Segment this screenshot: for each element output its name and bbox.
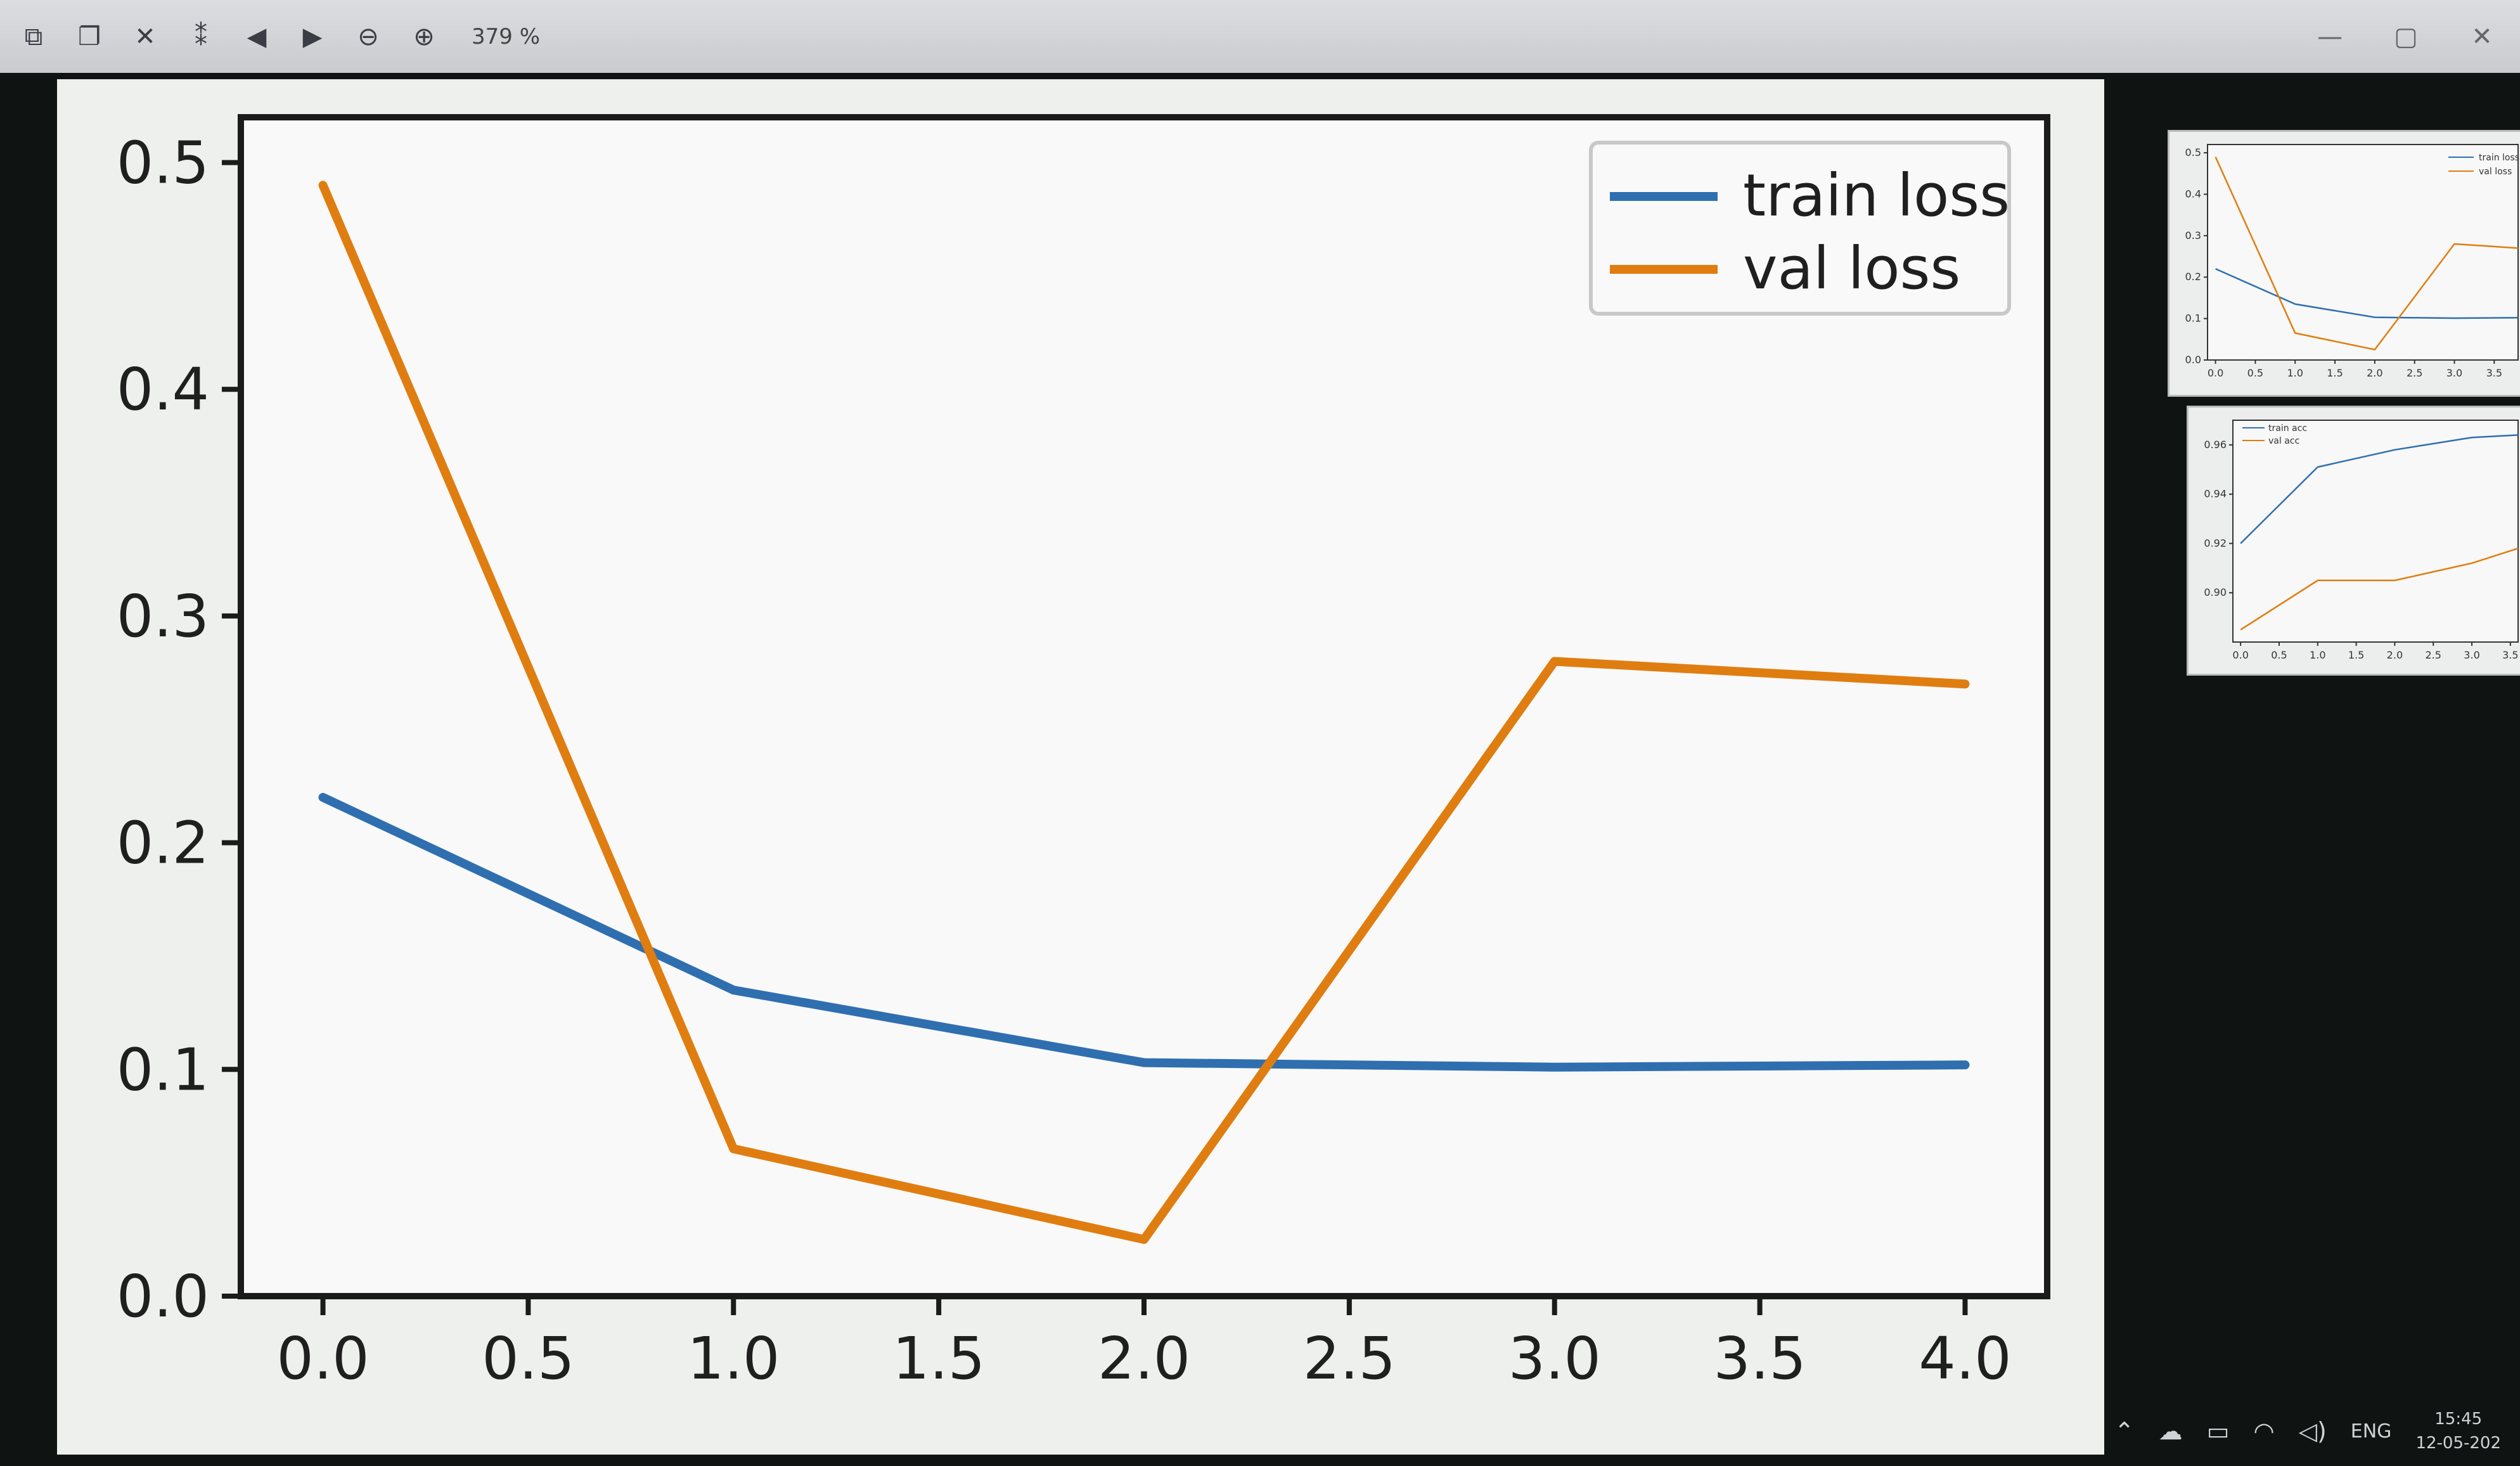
- thumb-x-tick-label: 0.0: [2208, 367, 2223, 379]
- thumb-y-tick-label: 0.90: [2204, 586, 2227, 598]
- language-indicator[interactable]: ENG: [2350, 1420, 2392, 1443]
- y-tick-label: 0.0: [117, 1263, 209, 1330]
- x-tick-label: 2.5: [1303, 1325, 1396, 1392]
- clock-date: 12-05-202: [2415, 1434, 2501, 1453]
- thumb-x-tick-label: 2.5: [2425, 649, 2441, 661]
- x-tick-label: 3.5: [1713, 1325, 1806, 1392]
- legend-label-val-loss: val loss: [1743, 235, 1960, 302]
- thumbnail-accuracy-plot: 0.0 0.5 1.0 1.5 2.0 2.5 3.0 3.5 0.90 0.92 0.94 0.96…: [2204, 420, 2519, 661]
- loss-chart-figure: 0.0 0.5 1.0 1.5 2.0 2.5 3.0 3.5 4.0 0.0 0.1 0.2 0.3 0…: [57, 79, 2104, 1455]
- series-line-train-loss: [318, 793, 1970, 1072]
- thumb-x-tick-label: 3.0: [2446, 367, 2462, 379]
- y-tick-label: 0.4: [117, 356, 209, 423]
- thumb-y-tick-label: 0.94: [2204, 488, 2227, 500]
- y-tick-label: 0.3: [117, 582, 209, 650]
- volume-icon[interactable]: ◁): [2298, 1417, 2327, 1445]
- x-tick-label: 1.0: [687, 1325, 780, 1392]
- chart-legend: train loss val loss: [1589, 141, 2011, 316]
- system-tray: ⌃ ☁ ▭ ◠ ◁) ENG 15:45 12-05-202: [2076, 1396, 2520, 1466]
- thumb-x-tick-label: 3.5: [2486, 367, 2502, 379]
- thumb-y-tick-label: 0.96: [2204, 439, 2227, 451]
- thumb-series-train-acc: [2240, 434, 2519, 544]
- y-tick-label: 0.1: [117, 1036, 209, 1103]
- legend-label-train-loss: train loss: [1743, 162, 2010, 229]
- zoom-level: 379 %: [472, 23, 541, 49]
- compare-icon[interactable]: ⁑: [195, 22, 207, 51]
- thumb-x-tick-label: 2.0: [2387, 649, 2403, 661]
- x-tick-label: 0.5: [482, 1325, 574, 1392]
- thumb-x-tick-label: 2.0: [2367, 367, 2382, 379]
- x-tick-label: 3.0: [1508, 1325, 1601, 1392]
- thumb-x-tick-label: 1.0: [2287, 367, 2303, 379]
- thumb1-legend-val: val loss: [2479, 167, 2512, 177]
- thumb1-legend: train loss val loss: [2448, 153, 2519, 177]
- thumbnail-loss-chart[interactable]: 0.0 0.5 1.0 1.5 2.0 2.5 3.0 3.5 0.0 0.1 0.2 0.3 0.4 0…: [2168, 130, 2520, 397]
- thumbnail-loss-plot: 0.0 0.5 1.0 1.5 2.0 2.5 3.0 3.5 0.0 0.1 0.2 0.3 0.4 0…: [2185, 144, 2519, 379]
- battery-icon[interactable]: ▭: [2206, 1417, 2230, 1445]
- thumb-series-val-loss: [2215, 157, 2519, 351]
- wifi-icon[interactable]: ◠: [2253, 1417, 2275, 1445]
- thumb2-legend-val: val acc: [2268, 436, 2299, 446]
- thumb-x-tick-label: 3.5: [2502, 649, 2518, 661]
- thumb2-legend: train acc val acc: [2242, 423, 2307, 446]
- thumb-y-tick-label: 0.0: [2185, 354, 2201, 366]
- thumb-x-tick-label: 0.5: [2271, 649, 2287, 661]
- thumb-x-tick-label: 2.5: [2407, 367, 2422, 379]
- thumb-y-tick-label: 0.4: [2185, 188, 2201, 200]
- paste-icon[interactable]: ❐: [78, 22, 101, 51]
- x-tick-label: 1.5: [892, 1325, 985, 1392]
- y-tick-label: 0.2: [117, 809, 209, 877]
- thumb2-legend-train: train acc: [2268, 423, 2307, 434]
- forward-icon[interactable]: ▶: [302, 22, 323, 51]
- series-line-val-loss: [318, 181, 1970, 1244]
- x-tick-label: 2.0: [1098, 1325, 1190, 1392]
- clock[interactable]: 15:45 12-05-202: [2415, 1407, 2501, 1455]
- thumb-y-tick-label: 0.1: [2185, 312, 2201, 325]
- thumb-series-val-acc: [2240, 548, 2519, 631]
- x-tick-label: 0.0: [276, 1325, 369, 1392]
- zoom-out-icon[interactable]: ⊖: [357, 22, 379, 51]
- y-tick-label: 0.5: [117, 129, 209, 197]
- loss-chart: 0.0 0.5 1.0 1.5 2.0 2.5 3.0 3.5 4.0 0.0 0.1 0.2 0.3 0…: [117, 114, 2050, 1392]
- window-close-icon[interactable]: ✕: [2471, 22, 2493, 51]
- minimize-icon[interactable]: —: [2317, 22, 2343, 51]
- thumb-y-tick-label: 0.92: [2204, 537, 2227, 549]
- back-icon[interactable]: ◀: [247, 22, 267, 51]
- thumb-x-tick-label: 1.0: [2310, 649, 2325, 661]
- thumbnail-accuracy-chart[interactable]: 0.0 0.5 1.0 1.5 2.0 2.5 3.0 3.5 0.90 0.92 0.94 0.96…: [2187, 406, 2520, 676]
- thumb-x-tick-label: 0.0: [2232, 649, 2248, 661]
- chevron-up-icon[interactable]: ⌃: [2114, 1417, 2135, 1445]
- zoom-in-icon[interactable]: ⊕: [413, 22, 435, 51]
- thumb1-legend-train: train loss: [2479, 153, 2519, 163]
- copy-icon[interactable]: ⧉: [24, 22, 43, 51]
- thumb-series-train-loss: [2215, 268, 2519, 319]
- cloud-icon[interactable]: ☁: [2158, 1417, 2183, 1445]
- thumb-y-tick-label: 0.2: [2185, 271, 2201, 283]
- clock-time: 15:45: [2434, 1410, 2483, 1429]
- thumb-y-tick-label: 0.3: [2185, 229, 2201, 241]
- close-icon[interactable]: ✕: [134, 22, 156, 51]
- thumb-x-tick-label: 1.5: [2327, 367, 2343, 379]
- thumb-x-tick-label: 1.5: [2348, 649, 2364, 661]
- thumb-x-tick-label: 0.5: [2247, 367, 2263, 379]
- window-controls: — ▢ ✕: [2292, 0, 2520, 73]
- thumb-y-tick-label: 0.5: [2185, 146, 2201, 158]
- thumb1-plot-area: [2207, 144, 2519, 361]
- viewer-toolbar: ⧉ ❐ ✕ ⁑ ◀ ▶ ⊖ ⊕ 379 % — ▢ ✕: [0, 0, 2520, 73]
- x-tick-label: 4.0: [1919, 1325, 2011, 1392]
- maximize-icon[interactable]: ▢: [2394, 22, 2418, 51]
- thumb-x-tick-label: 3.0: [2464, 649, 2479, 661]
